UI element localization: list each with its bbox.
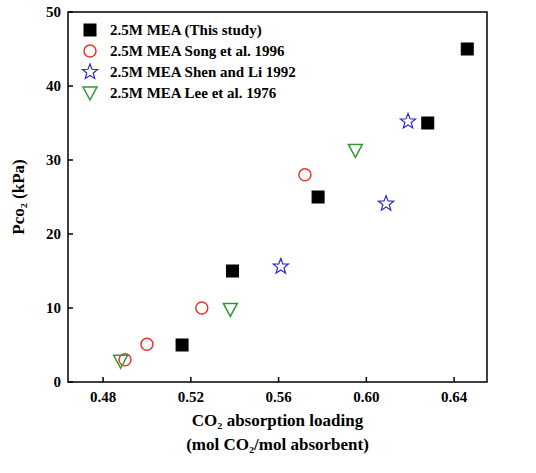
x-axis-label: CO₂ absorption loading (192, 411, 364, 430)
y-tick (68, 11, 73, 13)
chart: 0.48 0.52 0.56 0.60 0.64 0 10 20 30 40 50 CO₂ absor… (0, 0, 536, 473)
y-tick (68, 233, 73, 235)
data-point (312, 191, 324, 203)
legend-label: 2.5M MEA Song et al. 1996 (110, 43, 285, 59)
data-point (196, 302, 208, 314)
y-tick (68, 159, 73, 161)
data-point (223, 303, 237, 316)
data-point (461, 43, 473, 55)
y-tick-label: 40 (46, 78, 61, 94)
x-axis-label: (mol CO₂/mol absorbent) (186, 435, 369, 454)
plot-frame (68, 12, 487, 382)
y-tick-label: 30 (46, 152, 61, 168)
legend: 2.5M MEA (This study) 2.5M MEA Song et al… (82, 22, 295, 101)
legend-marker (83, 87, 97, 100)
data-point (227, 265, 239, 277)
x-tick (102, 377, 104, 382)
y-tick-label: 0 (54, 374, 62, 390)
data-point (176, 339, 188, 351)
data-point (348, 144, 362, 157)
data-point (378, 196, 393, 210)
legend-label: 2.5M MEA (This study) (110, 22, 262, 39)
legend-marker (82, 64, 97, 78)
legend-marker (84, 45, 96, 57)
data-point (141, 338, 153, 350)
x-tick-label: 0.52 (178, 389, 204, 405)
data-point (299, 169, 311, 181)
x-tick-label: 0.48 (90, 389, 116, 405)
y-tick (68, 307, 73, 309)
y-axis-label: Pco₂ (kPa) (9, 159, 28, 234)
legend-label: 2.5M MEA Shen and Li 1992 (110, 64, 296, 80)
data-point (400, 114, 415, 128)
y-tick-label: 10 (46, 300, 61, 316)
x-tick-label: 0.64 (441, 389, 468, 405)
y-tick (68, 85, 73, 87)
x-tick-label: 0.60 (353, 389, 379, 405)
y-tick (68, 381, 73, 383)
x-tick (278, 377, 280, 382)
legend-marker (84, 24, 96, 36)
x-tick (366, 377, 368, 382)
data-point (114, 355, 128, 368)
y-tick-label: 50 (46, 4, 61, 20)
x-tick (453, 377, 455, 382)
data-point (422, 117, 434, 129)
x-tick-label: 0.56 (265, 389, 292, 405)
x-tick (190, 377, 192, 382)
legend-label: 2.5M MEA Lee et al. 1976 (110, 85, 277, 101)
data-point (273, 259, 288, 273)
y-tick-label: 20 (46, 226, 61, 242)
